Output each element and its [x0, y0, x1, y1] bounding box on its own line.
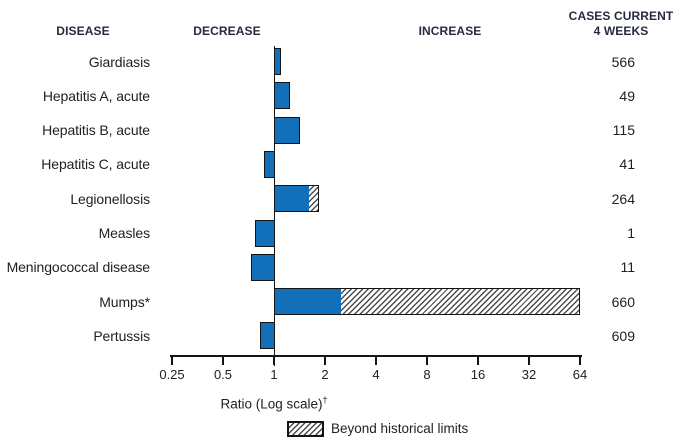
disease-label: Mumps*	[99, 293, 150, 310]
column-header-decrease: DECREASE	[193, 24, 261, 38]
column-header-cases: CASES CURRENT 4 WEEKS	[563, 9, 679, 39]
cases-value: 41	[619, 156, 635, 173]
cases-value: 566	[611, 53, 635, 70]
ratio-bar	[274, 48, 281, 75]
column-header-cases-line1: CASES CURRENT	[568, 9, 674, 23]
cases-value: 1	[627, 225, 635, 241]
x-axis-tick-label: 16	[470, 367, 486, 382]
disease-label: Hepatitis B, acute	[42, 122, 150, 139]
x-axis-tick-label: 4	[372, 367, 380, 382]
x-axis-tick-label: 0.25	[159, 367, 185, 382]
x-axis-line	[170, 355, 582, 357]
bar-beyond-limits-segment	[309, 186, 319, 212]
column-header-disease: DISEASE	[56, 24, 110, 38]
ratio-bar	[274, 288, 580, 316]
disease-label: Hepatitis C, acute	[41, 156, 150, 173]
dagger-footnote-mark: †	[322, 395, 328, 405]
cases-value: 609	[611, 327, 635, 344]
disease-label: Giardiasis	[88, 53, 150, 70]
bar-solid-segment	[275, 289, 341, 315]
legend-label: Beyond historical limits	[331, 421, 469, 436]
x-axis-tick-label: 32	[521, 367, 537, 382]
x-axis-tick-label: 0.5	[213, 367, 233, 382]
x-axis-tick-label: 64	[572, 367, 588, 382]
beyond-historical-limits-hatched-swatch	[287, 420, 324, 437]
x-axis-tick	[477, 357, 479, 365]
ratio-bar	[274, 185, 320, 213]
x-axis-tick	[324, 357, 326, 365]
column-header-cases-line2: 4 WEEKS	[593, 24, 649, 38]
ratio-bar	[250, 253, 276, 281]
cases-value: 264	[611, 190, 635, 207]
ratio-bar	[274, 82, 291, 110]
column-header-increase: INCREASE	[418, 24, 482, 38]
cases-value: 115	[612, 122, 635, 139]
ratio-bar	[260, 322, 276, 350]
disease-label: Meningococcal disease	[6, 259, 151, 276]
x-axis-tick	[222, 357, 224, 365]
x-axis-tick-label: 2	[321, 367, 329, 382]
disease-label: Measles	[98, 225, 151, 241]
ratio-bar	[263, 150, 276, 178]
x-axis-label: Ratio (Log scale)†	[174, 395, 374, 412]
x-axis-tick	[528, 357, 530, 365]
x-axis-tick	[426, 357, 428, 365]
x-axis-tick-label: 8	[423, 367, 431, 382]
cases-value: 11	[620, 259, 635, 276]
ratio-bar	[274, 116, 301, 144]
disease-label: Hepatitis A, acute	[42, 87, 150, 104]
x-axis-tick	[171, 357, 173, 365]
disease-label: Pertussis	[93, 327, 150, 344]
x-axis-tick	[579, 357, 581, 365]
legend: Beyond historical limits	[287, 420, 468, 437]
x-axis-label-text: Ratio (Log scale)	[220, 396, 323, 412]
bar-solid-segment	[275, 186, 310, 212]
cases-value: 660	[611, 293, 635, 310]
ratio-bar	[254, 219, 276, 247]
disease-label: Legionellosis	[70, 190, 150, 207]
x-axis-tick-label: 1	[270, 367, 278, 382]
cases-value: 49	[619, 87, 635, 104]
bar-beyond-limits-segment	[340, 289, 579, 315]
x-axis-tick	[375, 357, 377, 365]
